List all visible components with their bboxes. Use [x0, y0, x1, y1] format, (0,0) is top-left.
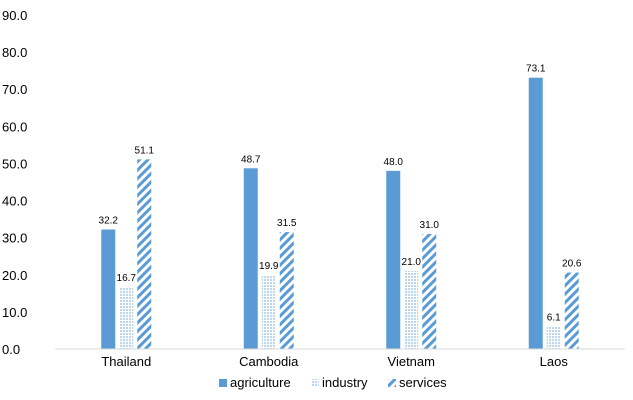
bar-industry-laos — [546, 326, 561, 349]
y-tick-label: 60.0 — [2, 119, 27, 134]
y-tick-label: 30.0 — [2, 231, 27, 246]
x-axis: Thailand Cambodia Vietnam Laos — [55, 348, 625, 369]
legend: agriculture industry services — [219, 375, 447, 390]
bar-services-vietnam — [422, 233, 437, 349]
data-label: 16.7 — [117, 273, 137, 284]
y-tick-label: 70.0 — [2, 82, 27, 97]
data-label: 31.0 — [420, 220, 440, 231]
bar-agriculture-laos — [528, 77, 543, 350]
y-tick-label: 90.0 — [2, 8, 27, 23]
data-label: 31.5 — [277, 218, 297, 229]
y-tick-label: 80.0 — [2, 45, 27, 60]
y-axis: 0.0 10.0 20.0 30.0 40.0 50.0 60.0 70.0 80.0 90.0 — [2, 8, 27, 357]
y-tick-label: 50.0 — [2, 156, 27, 171]
data-label: 73.1 — [526, 64, 546, 75]
bar-services-laos — [564, 272, 579, 349]
category-label: Thailand — [101, 354, 151, 369]
category-label: Laos — [540, 354, 569, 369]
data-label: 21.0 — [402, 257, 422, 268]
legend-swatch-industry — [311, 379, 319, 387]
legend-label: services — [399, 375, 447, 390]
bar-industry-vietnam — [404, 271, 419, 349]
bar-services-thailand — [137, 159, 152, 349]
category-label: Vietnam — [388, 354, 435, 369]
data-label: 48.0 — [384, 157, 404, 168]
data-label: 51.1 — [135, 145, 155, 156]
y-tick-label: 0.0 — [2, 342, 20, 357]
legend-swatch-services — [388, 379, 396, 387]
data-label: 32.2 — [99, 216, 119, 227]
y-tick-label: 10.0 — [2, 305, 27, 320]
bar-industry-cambodia — [261, 275, 276, 349]
bar-services-cambodia — [279, 232, 294, 349]
bars-group: 32.2 16.7 51.1 48.7 19.9 31.5 48.0 21.0 31.0 73.1… — [99, 64, 582, 350]
bar-industry-thailand — [119, 287, 134, 349]
y-tick-label: 20.0 — [2, 268, 27, 283]
y-tick-label: 40.0 — [2, 194, 27, 209]
bar-agriculture-thailand — [101, 229, 116, 349]
data-label: 20.6 — [562, 259, 582, 270]
legend-swatch-agriculture — [219, 379, 227, 387]
category-label: Cambodia — [239, 354, 299, 369]
bar-agriculture-vietnam — [386, 170, 401, 349]
data-label: 6.1 — [547, 312, 561, 323]
data-label: 48.7 — [241, 154, 261, 165]
legend-label: industry — [322, 375, 368, 390]
data-label: 19.9 — [259, 261, 279, 272]
bar-agriculture-cambodia — [243, 168, 258, 349]
legend-label: agriculture — [230, 375, 291, 390]
